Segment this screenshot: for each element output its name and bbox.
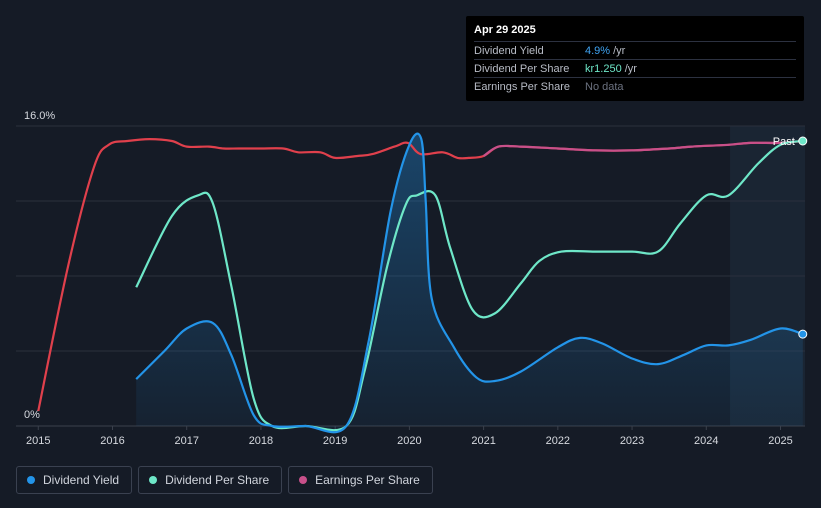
legend-item-dividend-per-share[interactable]: Dividend Per Share [138, 466, 283, 494]
tooltip: Apr 29 2025 Dividend Yield 4.9% /yr Divi… [466, 16, 804, 101]
x-tick-label: 2022 [546, 435, 570, 447]
dividend-per-share-end-marker [798, 136, 808, 146]
legend: Dividend Yield Dividend Per Share Earnin… [16, 466, 439, 494]
tooltip-unit: /yr [613, 44, 626, 57]
x-tick-label: 2015 [26, 435, 50, 447]
dividend-yield-area [136, 133, 803, 433]
tooltip-label: Earnings Per Share [474, 80, 570, 93]
legend-dot-icon [299, 476, 308, 484]
legend-dot-icon [27, 476, 35, 484]
past-label: Past [773, 136, 795, 148]
tooltip-date: Apr 29 2025 [474, 24, 536, 36]
tooltip-label: Dividend Per Share [474, 62, 570, 75]
dividend-yield-line [135, 132, 804, 434]
x-tick-label: 2016 [100, 435, 124, 447]
tooltip-row-dividend-yield: Dividend Yield 4.9% /yr [474, 41, 796, 59]
chart-area: 16.0% 0% 2015 2016 2017 2018 2019 2020 2021 2022 2… [16, 110, 808, 447]
tooltip-row-dividend-per-share: Dividend Per Share kr1.250 /yr [474, 59, 796, 77]
x-tick-label: 2024 [694, 435, 718, 447]
dividend-per-share-line [135, 139, 803, 432]
y-tick-label-top: 16.0% [24, 110, 55, 122]
x-tick-label: 2017 [174, 435, 198, 447]
tooltip-row-earnings-per-share: Earnings Per Share No data [474, 77, 796, 95]
tooltip-value: No data [585, 80, 624, 93]
legend-label: Dividend Yield [43, 473, 120, 487]
tooltip-label: Dividend Yield [474, 44, 544, 57]
x-tick-label: 2025 [768, 435, 792, 447]
tooltip-value: kr1.250 [585, 62, 622, 75]
legend-item-dividend-yield[interactable]: Dividend Yield [16, 466, 133, 494]
y-tick-label-bottom: 0% [24, 409, 40, 421]
dividend-yield-end-marker [798, 329, 808, 339]
x-tick-label: 2023 [620, 435, 644, 447]
legend-item-earnings-per-share[interactable]: Earnings Per Share [288, 466, 433, 494]
legend-dot-icon [149, 476, 158, 484]
x-tick-label: 2021 [471, 435, 495, 447]
legend-label: Dividend Per Share [165, 473, 270, 487]
x-tick-label: 2018 [249, 435, 273, 447]
tooltip-unit: /yr [624, 62, 637, 75]
legend-label: Earnings Per Share [315, 473, 420, 487]
x-tick-label: 2020 [397, 435, 421, 447]
x-tick-label: 2019 [323, 435, 347, 447]
tooltip-value: 4.9% [585, 44, 611, 57]
earnings-per-share-line-recent [482, 139, 803, 157]
